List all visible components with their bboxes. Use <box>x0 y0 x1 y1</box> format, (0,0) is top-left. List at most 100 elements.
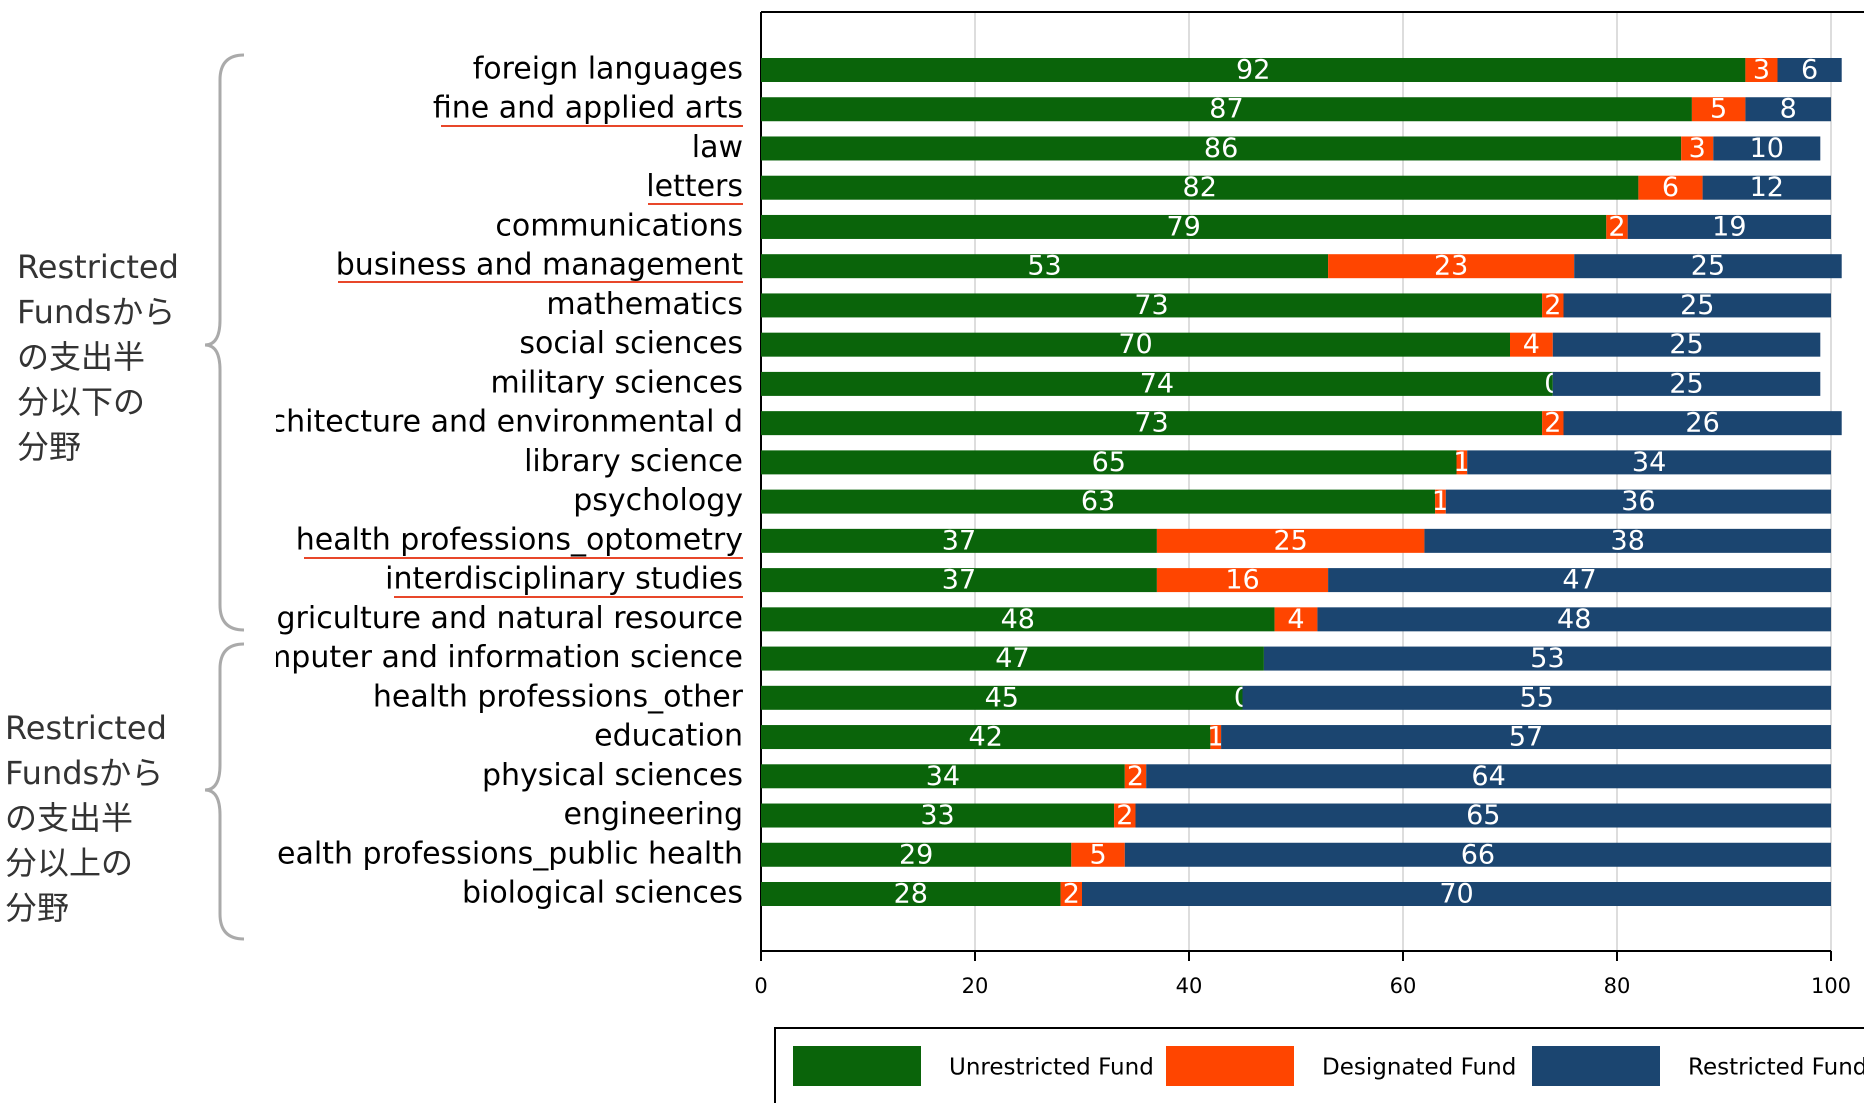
annotation: Restricted <box>17 248 179 286</box>
value-label: 2 <box>1127 761 1144 792</box>
bar-segment <box>1456 450 1468 475</box>
bar-segment <box>1542 293 1564 318</box>
value-label: 34 <box>926 761 960 792</box>
bar-segment <box>1124 842 1831 867</box>
category-label: fine and applied arts <box>433 91 743 126</box>
value-label: 1 <box>1432 486 1449 517</box>
value-label: 92 <box>1236 55 1270 86</box>
bar-segment <box>1552 332 1821 357</box>
legend-swatch <box>793 1046 921 1086</box>
value-label: 1 <box>1207 722 1224 753</box>
bar-segment <box>761 842 1072 867</box>
bar-segment <box>761 607 1275 632</box>
bar-segment <box>1146 764 1831 789</box>
annotation: Fundsから <box>17 293 175 331</box>
legend-swatch <box>1166 1046 1294 1086</box>
legend-label: Designated Fund <box>1322 1055 1516 1081</box>
bar-segment <box>1745 97 1831 122</box>
value-label: 48 <box>1001 604 1035 635</box>
annotation: 分以下の <box>17 383 145 421</box>
value-label: 34 <box>1632 447 1666 478</box>
bar-segment <box>1060 882 1082 906</box>
bar-segment <box>1135 803 1831 828</box>
bar-segment <box>1445 489 1831 514</box>
category-label: agriculture and natural resource <box>258 601 743 636</box>
value-label: 6 <box>1662 172 1679 203</box>
value-label: 33 <box>920 800 954 831</box>
category-label: letters <box>646 169 743 204</box>
bar-segment <box>1263 646 1831 671</box>
bar-segment <box>761 371 1553 396</box>
value-label: 26 <box>1685 408 1719 439</box>
bar-segment <box>1274 607 1318 632</box>
value-label: 57 <box>1509 722 1543 753</box>
value-label: 55 <box>1520 682 1554 713</box>
x-tick-label: 100 <box>1811 974 1851 998</box>
bar-segment <box>1082 882 1831 906</box>
x-tick-label: 60 <box>1390 974 1417 998</box>
bar-segment <box>761 136 1682 161</box>
value-label: 64 <box>1471 761 1505 792</box>
legend-box <box>774 1027 1864 1103</box>
bar-segment <box>1606 214 1628 239</box>
category-label: military sciences <box>490 365 743 400</box>
value-label: 29 <box>899 839 933 870</box>
value-label: 2 <box>1544 290 1561 321</box>
value-label: 82 <box>1183 172 1217 203</box>
bar-segment <box>761 58 1746 82</box>
bar-segment <box>1424 528 1831 553</box>
x-tick-label: 0 <box>754 974 767 998</box>
value-label: 73 <box>1134 290 1168 321</box>
value-label: 25 <box>1669 368 1703 399</box>
value-label: 73 <box>1134 408 1168 439</box>
category-label: physical sciences <box>482 758 743 793</box>
bar-segment <box>761 803 1115 828</box>
value-label: 36 <box>1621 486 1655 517</box>
value-label: 86 <box>1204 133 1238 164</box>
category-label: engineering <box>563 797 743 832</box>
bar-segment <box>761 97 1692 122</box>
value-label: 48 <box>1557 604 1591 635</box>
braces <box>204 53 245 941</box>
value-label: 2 <box>1544 408 1561 439</box>
bar-segment <box>761 411 1543 436</box>
bar-segment <box>761 646 1264 671</box>
annotation: Fundsから <box>5 754 163 792</box>
bar-segment <box>1745 58 1778 82</box>
value-label: 25 <box>1680 290 1714 321</box>
bar-segment <box>761 293 1543 318</box>
bar-segment <box>1071 842 1125 867</box>
value-label: 8 <box>1780 94 1797 125</box>
bar-segment <box>1638 175 1703 200</box>
bar-segment <box>761 725 1211 750</box>
value-label: 28 <box>894 879 928 910</box>
bar-segment <box>761 254 1329 279</box>
annotation: の支出半 <box>17 338 145 376</box>
value-label: 5 <box>1710 94 1727 125</box>
bar-segment <box>1328 254 1575 279</box>
annotation: の支出半 <box>5 799 133 837</box>
bar-segment <box>1713 136 1821 161</box>
bar-segment <box>761 214 1607 239</box>
bar-segment <box>1563 411 1842 436</box>
legend-label: Unrestricted Fund <box>949 1055 1154 1081</box>
value-label: 10 <box>1750 133 1784 164</box>
category-label: interdisciplinary studies <box>385 562 743 597</box>
value-label: 3 <box>1689 133 1706 164</box>
value-label: 4 <box>1287 604 1304 635</box>
bar-segment <box>1328 568 1831 593</box>
value-label: 53 <box>1530 643 1564 674</box>
annotation: 分以上の <box>5 844 133 882</box>
value-label: 2 <box>1608 211 1625 242</box>
value-label: 16 <box>1225 565 1259 596</box>
category-label: biological sciences <box>462 876 743 911</box>
bar-segment <box>761 175 1639 200</box>
value-label: 45 <box>985 682 1019 713</box>
category-label: health professions_optometry <box>296 522 743 557</box>
bar-segment <box>1552 371 1821 396</box>
bar-segment <box>1156 568 1329 593</box>
value-label: 25 <box>1669 329 1703 360</box>
x-tick-label: 40 <box>1176 974 1203 998</box>
value-label: 1 <box>1453 447 1470 478</box>
